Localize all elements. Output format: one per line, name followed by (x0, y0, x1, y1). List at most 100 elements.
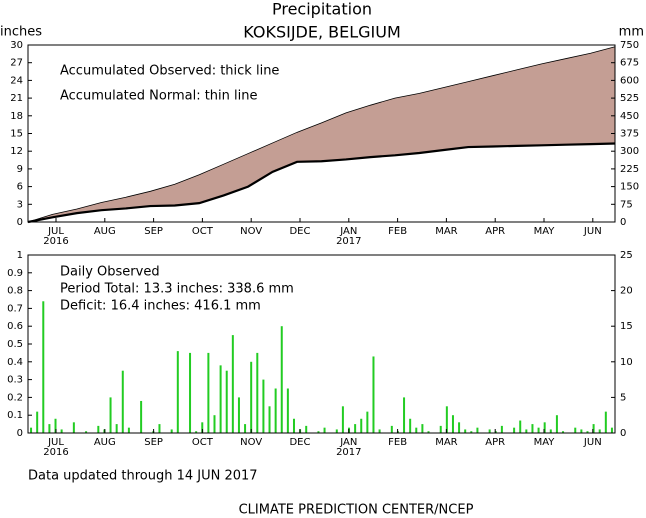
bar (268, 406, 271, 433)
bar (354, 424, 357, 433)
bar (140, 400, 143, 433)
x-tick-label-part: 2016 (43, 447, 68, 458)
bar (213, 415, 216, 433)
y-tick-label: 12 (10, 146, 23, 157)
bar (54, 418, 57, 433)
x-tick-label-part: 2017 (336, 447, 361, 458)
y-tick-label: 15 (10, 129, 23, 140)
y-tick-label: 24 (10, 75, 23, 86)
bar (30, 427, 33, 433)
annotation: Deficit: 16.4 inches: 416.1 mm (60, 299, 261, 314)
x-tick-label: MAY (534, 226, 556, 237)
bar (525, 429, 528, 433)
bar (562, 431, 565, 433)
bar (286, 388, 289, 433)
x-tick-label-part: JAN (339, 226, 357, 237)
x-tick-label: OCT (192, 226, 214, 237)
x-tick-label: JUN (583, 437, 602, 448)
y-tick-label: 1 (17, 250, 23, 261)
bar (421, 424, 424, 433)
bar (189, 352, 192, 433)
bar (127, 427, 130, 433)
bar (378, 429, 381, 433)
y2-tick-label: 25 (620, 250, 633, 261)
y-tick-label: 0.7 (7, 303, 23, 314)
x-tick-label: FEB (388, 437, 407, 448)
bar (60, 429, 63, 433)
series-line (27, 142, 616, 224)
bar (231, 335, 234, 433)
bar (170, 429, 173, 433)
x-tick-label-part: 2016 (43, 236, 68, 247)
y2-tick-label: 15 (620, 321, 633, 332)
bar (280, 326, 283, 433)
bar (598, 429, 601, 433)
y-tick-label: 0.1 (7, 410, 23, 421)
x-tick-label: AUG (94, 437, 116, 448)
y-tick-label: 9 (17, 164, 23, 175)
x-tick-label: APR (485, 226, 505, 237)
bar (415, 427, 418, 433)
y-tick-label: 18 (10, 111, 23, 122)
y-tick-label: 0.2 (7, 392, 23, 403)
bar (335, 429, 338, 433)
bar (292, 418, 295, 433)
x-tick-label: FEB (388, 226, 407, 237)
bar (403, 397, 406, 433)
bar (470, 431, 473, 433)
x-tick-label: JUN (583, 226, 602, 237)
bar (121, 370, 124, 433)
y-tick-label: 0 (17, 217, 23, 228)
y2-tick-label: 0 (620, 428, 626, 439)
bar (366, 411, 369, 433)
y2-axis-label: mm (619, 25, 644, 40)
y-tick-label: 0 (17, 428, 23, 439)
x-tick-label: JAN 2017 (336, 226, 361, 247)
y2-tick-label: 525 (620, 93, 639, 104)
bar (305, 425, 308, 433)
bar (476, 427, 479, 433)
chart-title: Precipitation (272, 0, 372, 19)
x-tick-label-part: 2017 (336, 236, 361, 247)
bar (427, 431, 430, 433)
annotation: Daily Observed (60, 265, 160, 280)
bar (207, 352, 210, 433)
y-tick-label: 0.6 (7, 321, 23, 332)
x-tick-label: OCT (192, 437, 214, 448)
bar (488, 429, 491, 433)
bar (42, 301, 45, 433)
bar (176, 351, 179, 433)
annotation: Period Total: 13.3 inches: 338.6 mm (60, 282, 294, 297)
bar (580, 429, 583, 433)
bar (513, 427, 516, 433)
bar (85, 431, 88, 433)
x-tick-label: DEC (289, 437, 310, 448)
bar (250, 361, 253, 433)
y-tick-label: 0.8 (7, 286, 23, 297)
bar (219, 365, 222, 433)
x-tick-label: NOV (240, 437, 262, 448)
x-tick-label-part: JAN (339, 437, 357, 448)
bar (48, 424, 51, 433)
y2-tick-label: 375 (620, 129, 639, 140)
bar (531, 424, 534, 433)
bar (372, 356, 375, 433)
bar (237, 397, 240, 433)
y2-tick-label: 675 (620, 58, 639, 69)
y2-tick-label: 0 (620, 217, 626, 228)
y2-tick-label: 300 (620, 146, 639, 157)
bar (610, 427, 613, 433)
y2-tick-label: 450 (620, 111, 639, 122)
bar (451, 415, 454, 433)
x-tick-label: JUL 2016 (43, 226, 68, 247)
bar (323, 427, 326, 433)
series-line (27, 46, 616, 223)
bar (555, 415, 558, 433)
y-tick-label: 0.9 (7, 268, 23, 279)
bar (256, 352, 259, 433)
bar (464, 429, 467, 433)
bar (445, 406, 448, 433)
y2-tick-label: 750 (620, 40, 639, 51)
y-tick-label: 0.4 (7, 357, 23, 368)
